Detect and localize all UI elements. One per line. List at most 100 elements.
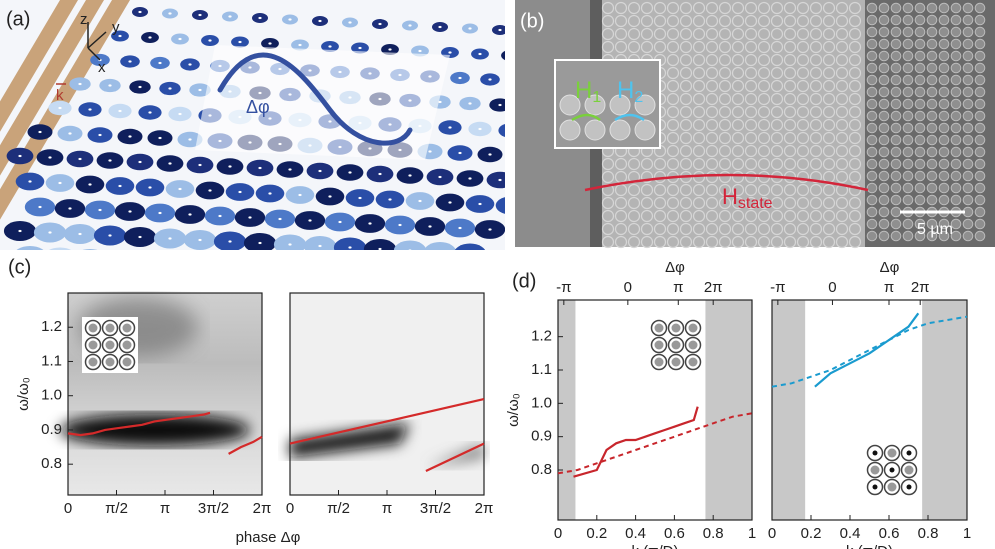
sem-disk xyxy=(962,170,974,182)
sem-disk xyxy=(757,222,771,236)
sem-disk xyxy=(783,196,797,210)
sem-disk xyxy=(601,222,615,236)
disk-center xyxy=(228,240,232,243)
sem-disk xyxy=(835,14,849,28)
disk-center xyxy=(448,201,452,204)
sem-disk xyxy=(731,27,745,41)
sem-disk xyxy=(705,27,719,41)
sem-disk xyxy=(627,1,641,15)
sem-disk xyxy=(835,144,849,158)
lattice-icon-core xyxy=(105,323,115,333)
sem-disk xyxy=(866,62,878,74)
sem-disk xyxy=(878,194,890,206)
sem-disk xyxy=(962,122,974,134)
sem-disk xyxy=(731,40,745,54)
disk-center xyxy=(38,205,42,209)
sem-disk xyxy=(783,118,797,132)
phase-wave xyxy=(217,52,413,146)
sem-disk xyxy=(731,170,745,184)
disk-center xyxy=(508,54,511,56)
sem-disk xyxy=(679,92,693,106)
sem-disk xyxy=(705,53,719,67)
sem-disk xyxy=(809,105,823,119)
disk-center xyxy=(38,130,42,134)
x-tick-label: 1 xyxy=(748,525,756,542)
sem-disk xyxy=(950,50,962,62)
disk-center xyxy=(418,49,422,53)
sem-disk xyxy=(692,235,706,249)
disk xyxy=(273,234,307,250)
sem-disk xyxy=(640,170,654,184)
sem-disk xyxy=(796,40,810,54)
sem-disk xyxy=(926,170,938,182)
sem-disk xyxy=(757,144,771,158)
sem-disk xyxy=(848,183,862,197)
sem-disk xyxy=(614,40,628,54)
sem-disk xyxy=(705,131,719,145)
data-line xyxy=(814,312,920,388)
phase-label: Δφ xyxy=(246,97,270,117)
sem-disk xyxy=(914,86,926,98)
h2-sub: 2 xyxy=(634,89,643,106)
sem-disk xyxy=(914,110,926,122)
disk-center xyxy=(448,276,451,278)
sem-disk xyxy=(938,50,950,62)
lattice-icon-core xyxy=(88,357,98,367)
sem-disk xyxy=(902,146,914,158)
disk-center xyxy=(178,37,182,41)
sem-disk xyxy=(914,134,926,146)
sem-disk xyxy=(902,194,914,206)
inset-disk xyxy=(584,94,606,116)
sem-disk xyxy=(718,1,732,15)
sem-disk xyxy=(809,1,823,15)
sem-disk xyxy=(822,131,836,145)
sem-disk xyxy=(718,53,732,67)
sem-disk xyxy=(757,105,771,119)
disk-center xyxy=(458,151,462,155)
disk-center xyxy=(118,184,122,188)
sem-disk xyxy=(770,222,784,236)
sem-disk xyxy=(601,40,615,54)
x-tick-label: 0 xyxy=(768,525,776,542)
sem-disk xyxy=(822,222,836,236)
sem-disk xyxy=(640,14,654,28)
sem-disk xyxy=(809,53,823,67)
disk-center xyxy=(508,204,511,206)
disk-center xyxy=(18,154,22,158)
disk-center xyxy=(468,252,471,254)
x-axis-label: k (π/D) xyxy=(631,543,678,549)
sem-disk xyxy=(962,62,974,74)
sem-disk xyxy=(666,131,680,145)
sem-disk xyxy=(783,40,797,54)
sem-disk xyxy=(757,1,771,15)
y-tick-label: 1.1 xyxy=(531,361,552,378)
disk-center xyxy=(348,171,352,174)
sem-disk xyxy=(718,79,732,93)
sem-disk xyxy=(731,66,745,80)
y-axis-label: ω/ω₀ xyxy=(15,377,32,411)
sem-disk xyxy=(640,222,654,236)
sem-disk xyxy=(705,209,719,223)
sem-disk xyxy=(890,194,902,206)
sem-disk xyxy=(902,62,914,74)
sem-disk xyxy=(679,157,693,171)
sem-disk xyxy=(822,118,836,132)
sem-disk xyxy=(938,74,950,86)
disk-center xyxy=(178,112,182,116)
disk-center xyxy=(158,136,162,140)
sem-disk xyxy=(796,157,810,171)
sem-disk xyxy=(902,122,914,134)
sem-disk xyxy=(902,86,914,98)
lattice-icon-core xyxy=(688,357,698,367)
sem-disk xyxy=(666,1,680,15)
disk-center xyxy=(78,82,82,86)
sem-disk xyxy=(926,122,938,134)
sem-disk xyxy=(783,222,797,236)
sem-disk xyxy=(692,14,706,28)
disk xyxy=(303,236,337,250)
sem-disk xyxy=(950,218,962,230)
sem-disk xyxy=(866,50,878,62)
sem-disk xyxy=(796,196,810,210)
lattice-icon-core xyxy=(654,323,664,333)
disk-center xyxy=(488,78,492,81)
